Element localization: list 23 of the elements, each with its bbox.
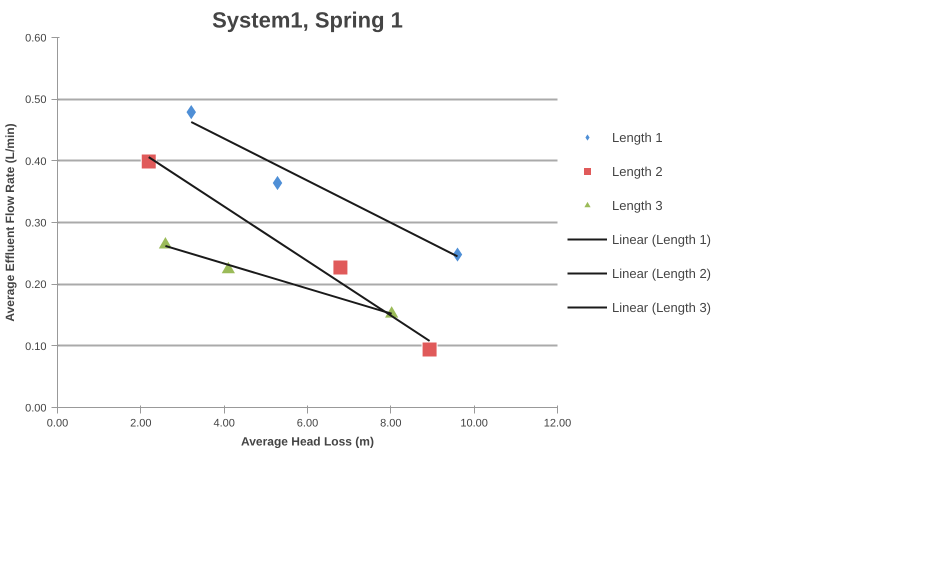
x-tick-label: 4.00 <box>213 418 235 430</box>
chart-title: System1, Spring 1 <box>212 8 403 32</box>
legend-label: Length 1 <box>612 130 663 144</box>
legend-label: Length 2 <box>612 164 663 178</box>
legend-label: Length 3 <box>612 198 663 212</box>
legend-label: Linear (Length 2) <box>612 266 712 280</box>
legend-label: Linear (Length 3) <box>612 300 712 314</box>
y-tick-label: 0.10 <box>25 340 47 353</box>
y-tick-label: 0.20 <box>25 279 47 292</box>
legend-label: Linear (Length 1) <box>612 232 712 246</box>
y-tick-label: 0.00 <box>25 402 47 414</box>
x-tick-label: 12.00 <box>544 418 572 430</box>
y-tick-label: 0.30 <box>25 218 47 230</box>
x-tick-label: 8.00 <box>380 418 402 430</box>
x-tick-label: 10.00 <box>460 418 488 430</box>
x-axis-title: Average Head Loss (m) <box>241 434 374 448</box>
y-tick-label: 0.60 <box>25 32 47 44</box>
y-tick-label: 0.50 <box>25 94 47 106</box>
y-axis-title: Average Effluent Flow Rate (L/min) <box>3 123 18 322</box>
x-tick-label: 0.00 <box>46 418 68 430</box>
x-tick-label: 2.00 <box>130 418 152 430</box>
x-tick-label: 6.00 <box>296 418 318 430</box>
y-tick-label: 0.40 <box>25 156 47 168</box>
